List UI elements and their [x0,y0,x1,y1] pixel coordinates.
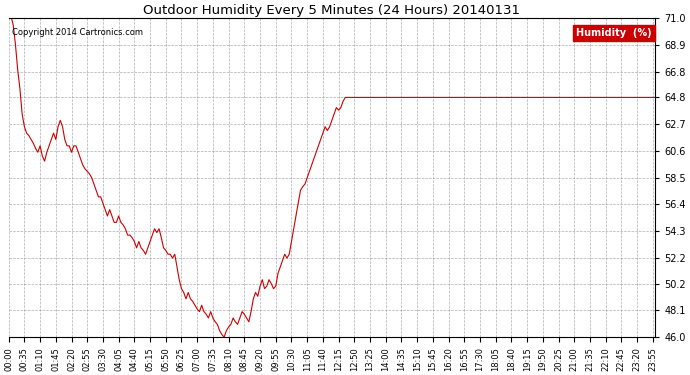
Text: Humidity  (%): Humidity (%) [576,28,652,38]
Text: Copyright 2014 Cartronics.com: Copyright 2014 Cartronics.com [12,28,143,37]
Title: Outdoor Humidity Every 5 Minutes (24 Hours) 20140131: Outdoor Humidity Every 5 Minutes (24 Hou… [144,4,520,17]
